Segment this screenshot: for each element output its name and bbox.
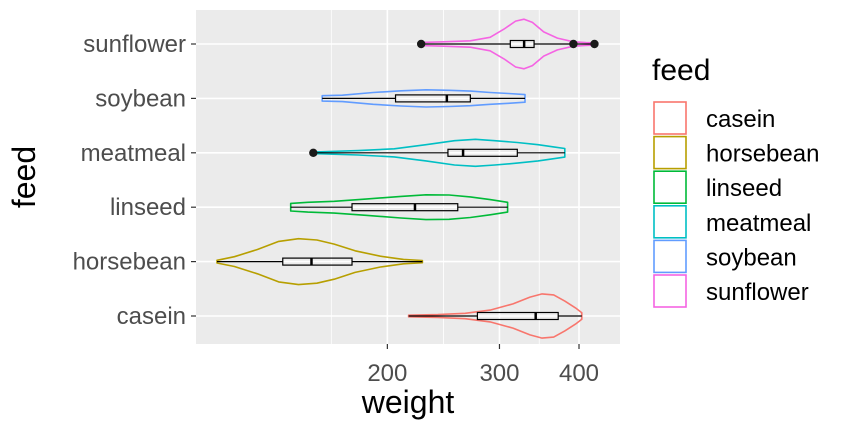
legend-key-soybean [653,239,687,274]
legend-key-casein [653,101,687,135]
y-tick-labels: casein horsebean linseed meatmeal soybean sun… [73,31,186,330]
box-soybean [394,94,471,103]
y-tick-label: casein [117,303,186,330]
y-axis-title: feed [6,146,42,208]
y-tick-label: meatmeal [81,140,186,167]
legend-label-soybean: soybean [706,244,797,271]
box-sunflower [509,39,535,49]
y-tick-label: linseed [110,194,186,221]
y-tick-label: sunflower [83,31,186,58]
box-horsebean [282,257,353,266]
y-tick-label: soybean [95,85,186,112]
x-tick-label: 200 [367,360,407,387]
legend-label-casein: casein [706,106,775,133]
x-tick-labels: 200 300 400 [367,360,599,387]
plot-panel [196,10,620,344]
y-tick-label: horsebean [73,249,186,276]
legend-label-meatmeal: meatmeal [706,210,811,237]
legend-key-meatmeal [653,205,687,239]
violin-soybean [321,89,526,108]
legend-title: feed [652,54,710,87]
axis-ticks [191,43,580,349]
x-tick-label: 400 [559,360,599,387]
outlier-sunflower [590,39,599,49]
outlier-meatmeal [309,148,318,157]
violin-horsebean [216,237,424,286]
box-meatmeal [447,148,518,157]
x-axis-title: weight [361,384,455,420]
box-casein [476,311,559,321]
x-tick-label: 300 [479,360,519,387]
outlier-sunflower [569,39,578,49]
legend-key-sunflower [653,274,687,308]
outlier-sunflower [416,39,426,49]
legend-label-linseed: linseed [706,175,782,202]
boxplots [217,39,599,321]
violin-linseed [289,194,509,221]
minor-gridlines [330,10,540,344]
legend-label-sunflower: sunflower [706,279,809,306]
box-linseed [351,203,459,212]
legend-key-horsebean [653,135,687,170]
violin-meatmeal [312,138,566,168]
violin-casein [407,293,583,339]
legend-label-horsebean: horsebean [706,141,819,168]
legend: feed casein horsebean linseed meatmeal soybe… [652,54,819,308]
legend-key-linseed [653,170,687,204]
